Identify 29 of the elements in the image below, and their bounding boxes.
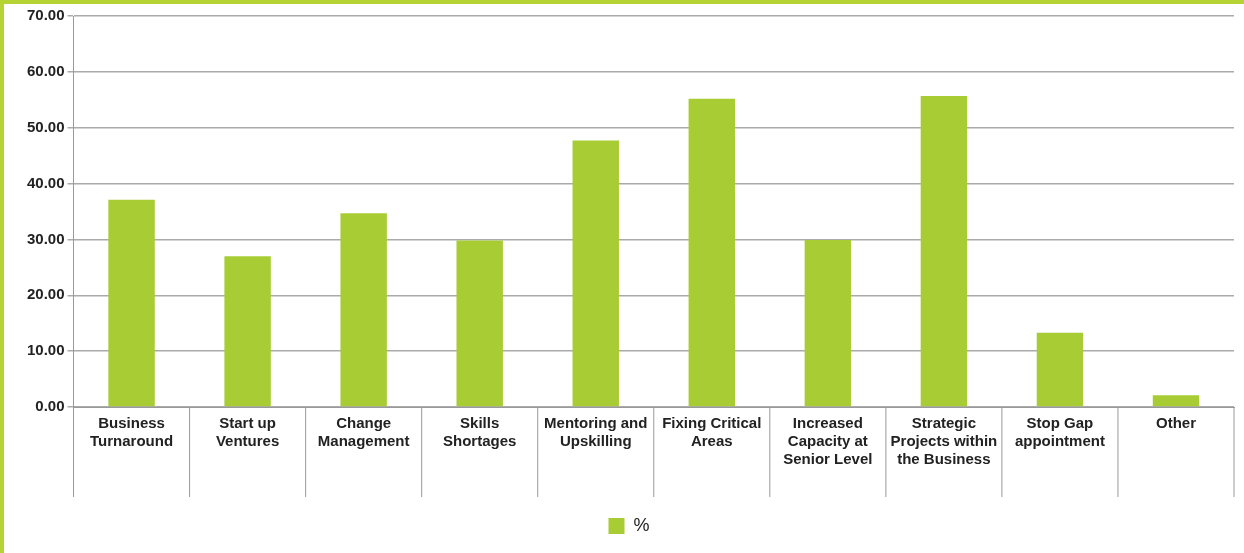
x-tick-label: Mentoring and Upskilling <box>544 414 648 450</box>
x-tick-label: Strategic Projects within the Business <box>890 414 998 468</box>
y-tick-label: 40.00 <box>26 173 65 191</box>
bar <box>340 213 387 407</box>
x-tick-label: Other <box>1155 414 1197 432</box>
y-tick-label: 60.00 <box>26 62 65 79</box>
x-tick-label: Business Turnaround <box>90 414 174 450</box>
y-tick-label: 20.00 <box>26 285 65 303</box>
y-tick-label: 30.00 <box>26 229 65 247</box>
y-tick-label: 70.00 <box>26 6 65 24</box>
x-tick-label: Increased Capacity at Senior Level <box>783 414 873 468</box>
y-tick-label: 50.00 <box>26 117 65 135</box>
bar <box>224 256 271 407</box>
bar <box>1152 395 1200 407</box>
bar <box>1036 332 1084 407</box>
bar <box>920 95 968 407</box>
x-tick-label: Change Management <box>317 414 410 450</box>
x-tick-label: Start up Ventures <box>215 414 280 450</box>
bar <box>688 98 735 407</box>
x-tick-label: Stop Gap appointment <box>1014 414 1105 450</box>
y-tick-label: 10.00 <box>26 341 65 359</box>
bar <box>108 199 155 407</box>
legend-label: % <box>633 514 650 535</box>
bar <box>804 239 852 407</box>
x-tick-label: Skills Shortages <box>443 414 517 450</box>
x-tick-label: Fixing Critical Areas <box>662 414 762 450</box>
bar <box>456 240 503 407</box>
bar <box>572 140 619 407</box>
y-tick-label: 0.00 <box>35 397 65 415</box>
